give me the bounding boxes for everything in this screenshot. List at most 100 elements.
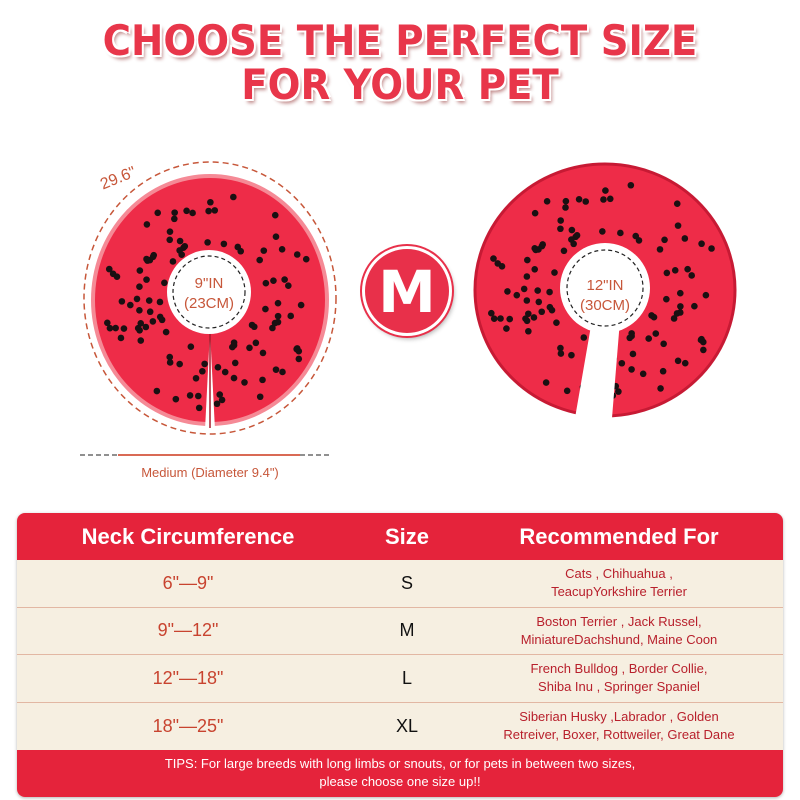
recommended-cell: Siberian Husky ,Labrador , Golden Retreiv… bbox=[455, 708, 783, 744]
seed-dot bbox=[534, 287, 542, 294]
right-inner-in: 12"IN bbox=[586, 277, 624, 294]
seed-dot bbox=[149, 253, 157, 261]
seed-dot bbox=[201, 360, 208, 368]
seed-dot bbox=[270, 277, 277, 284]
seed-dot bbox=[524, 256, 531, 264]
seed-dot bbox=[285, 282, 292, 290]
seed-dot bbox=[230, 339, 238, 346]
seed-dot bbox=[195, 404, 203, 412]
seed-dot bbox=[661, 236, 668, 244]
seed-dot bbox=[656, 246, 664, 253]
seed-dot bbox=[186, 392, 194, 399]
header-size: Size bbox=[384, 523, 430, 549]
seed-dot bbox=[698, 335, 705, 343]
left-collar bbox=[80, 161, 337, 456]
size-cell: S bbox=[400, 572, 413, 593]
tips-banner: TIPS: For large breeds with long limbs o… bbox=[17, 750, 783, 797]
seed-dot bbox=[246, 344, 253, 352]
seed-dot bbox=[295, 355, 303, 363]
seed-dot bbox=[172, 395, 180, 403]
recommended-cell: Cats , Chihuahua , TeacupYorkshire Terrie… bbox=[455, 565, 783, 601]
seed-dot bbox=[106, 324, 114, 332]
seed-dot bbox=[542, 379, 550, 386]
recommended-line: Shiba Inu , Springer Spaniel bbox=[538, 679, 700, 695]
diameter-label: Medium (Diameter 9.4") bbox=[141, 465, 279, 480]
size-badge: M bbox=[362, 246, 452, 336]
seed-dot bbox=[137, 337, 145, 344]
seed-dot bbox=[627, 181, 635, 189]
recommended-line: MiniatureDachshund, Maine Coon bbox=[520, 631, 718, 647]
size-cell: XL bbox=[395, 715, 419, 736]
seed-dot bbox=[169, 258, 177, 265]
seed-dot bbox=[663, 269, 671, 277]
seed-dot bbox=[109, 270, 117, 278]
seed-dot bbox=[657, 385, 664, 392]
seed-dot bbox=[161, 279, 168, 287]
neck-cell: 9"—12" bbox=[157, 620, 219, 641]
title-line-2: FOR YOUR PET bbox=[241, 60, 559, 109]
seed-dot bbox=[293, 345, 301, 352]
seed-dot bbox=[176, 360, 183, 368]
seed-dot bbox=[136, 283, 143, 291]
seed-dot bbox=[557, 225, 564, 233]
seed-dot bbox=[162, 328, 170, 336]
table-row: 12"—18" L French Bulldog , Border Collie… bbox=[17, 655, 783, 703]
seed-dot bbox=[548, 306, 556, 314]
seed-dot bbox=[234, 243, 242, 251]
seed-dot bbox=[136, 267, 144, 274]
seed-dot bbox=[153, 387, 161, 395]
seed-dot bbox=[628, 366, 635, 373]
seed-dot bbox=[194, 392, 202, 400]
seed-dot bbox=[260, 247, 268, 254]
seed-dot bbox=[241, 379, 248, 386]
seed-dot bbox=[176, 247, 183, 254]
seed-dot bbox=[674, 357, 682, 365]
seed-dot bbox=[137, 320, 145, 327]
recommended-line: French Bulldog , Border Collie, bbox=[530, 661, 708, 677]
seed-dot bbox=[192, 374, 200, 382]
seed-dot bbox=[199, 367, 206, 375]
seed-dot bbox=[602, 187, 609, 194]
seed-dot bbox=[543, 198, 551, 205]
seed-dot bbox=[176, 237, 184, 245]
neck-cell: 6"—9" bbox=[162, 572, 214, 593]
seed-dot bbox=[230, 193, 237, 201]
recommended-cell: Boston Terrier , Jack Russel, MiniatureDa… bbox=[455, 613, 783, 649]
seed-dot bbox=[494, 260, 502, 267]
seed-dot bbox=[259, 376, 266, 384]
seed-dot bbox=[535, 298, 543, 306]
seed-dot bbox=[531, 209, 539, 217]
seed-dot bbox=[287, 312, 295, 320]
seed-dot bbox=[490, 315, 498, 322]
seed-dot bbox=[146, 308, 154, 316]
seed-dot bbox=[211, 207, 219, 214]
seed-dot bbox=[218, 396, 226, 404]
seed-dot bbox=[575, 195, 583, 203]
seed-dot bbox=[497, 315, 504, 322]
seed-dot bbox=[606, 195, 614, 203]
seed-dot bbox=[568, 236, 575, 243]
seed-dot bbox=[271, 211, 279, 219]
seed-dot bbox=[580, 334, 588, 341]
seed-dot bbox=[136, 307, 143, 314]
seed-dot bbox=[256, 256, 263, 264]
seed-dot bbox=[262, 305, 269, 313]
seed-dot bbox=[271, 319, 279, 327]
left-inner-in: 9"IN bbox=[194, 275, 224, 292]
seed-dot bbox=[120, 325, 128, 332]
table-row: 6"—9" S Cats , Chihuahua , TeacupYorkshir… bbox=[17, 560, 783, 608]
seed-dot bbox=[639, 370, 647, 378]
seed-dot bbox=[673, 200, 681, 208]
tips-line-2: please choose one size up!! bbox=[319, 774, 481, 789]
seed-dot bbox=[557, 217, 564, 224]
seed-dot bbox=[281, 276, 288, 283]
seed-dot bbox=[513, 291, 521, 299]
seed-dot bbox=[538, 242, 546, 250]
seed-dot bbox=[698, 240, 705, 248]
title-line-1: CHOOSE THE PERFECT SIZE bbox=[102, 16, 698, 65]
seed-dot bbox=[104, 319, 111, 327]
seed-dot bbox=[112, 324, 119, 332]
seed-dot bbox=[629, 350, 637, 358]
seed-dot bbox=[278, 246, 286, 253]
seed-dot bbox=[216, 391, 224, 398]
